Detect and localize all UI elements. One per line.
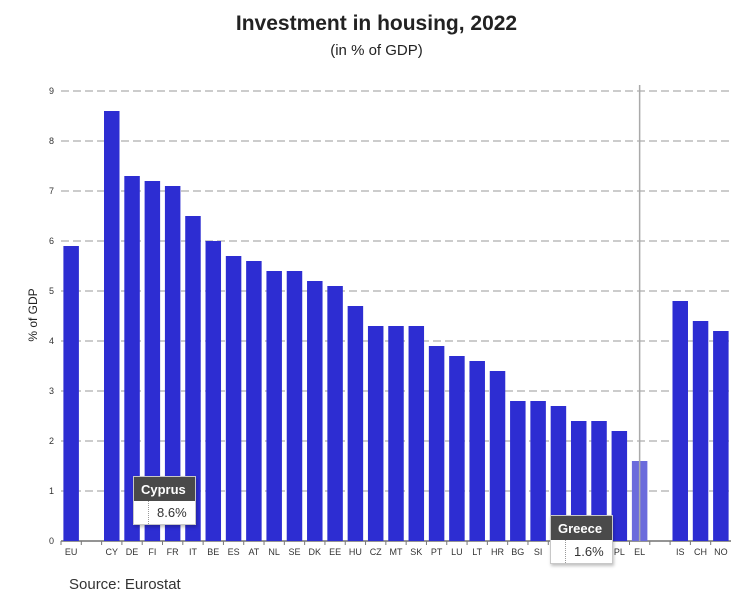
- bar-fi[interactable]: [144, 181, 161, 541]
- bar-eu[interactable]: [63, 246, 79, 541]
- x-tick-label: SI: [534, 547, 543, 557]
- x-tick-label: BG: [511, 547, 524, 557]
- x-tick-label: CY: [105, 547, 118, 557]
- bar-hu[interactable]: [347, 306, 364, 541]
- x-tick-label: ES: [228, 547, 240, 557]
- y-tick-label: 0: [49, 536, 54, 546]
- chart-title: Investment in housing, 2022: [235, 12, 518, 35]
- tooltip-country: Cyprus: [134, 477, 195, 501]
- bar-nl[interactable]: [266, 271, 282, 541]
- x-tick-label: EL: [634, 547, 645, 557]
- y-tick-label: 1: [49, 486, 54, 496]
- bar-cz[interactable]: [367, 326, 384, 541]
- tooltip-greece: Greece 1.6%: [550, 515, 613, 564]
- bar-pl[interactable]: [611, 431, 628, 541]
- x-tick-labels: EU CY DE FI FR IT BE ES AT NL SE DK EE HU CZ MT SK PT LU LT…: [60, 541, 728, 557]
- x-tick-label: IT: [189, 547, 198, 557]
- x-tick-label: DE: [126, 547, 139, 557]
- tooltip-value: 1.6%: [565, 540, 612, 563]
- x-tick-label: FR: [167, 547, 179, 557]
- y-tick-label: 2: [49, 436, 54, 446]
- y-tick-label: 7: [49, 186, 54, 196]
- x-tick-label: EE: [329, 547, 341, 557]
- bar-lu[interactable]: [449, 356, 465, 541]
- y-tick-label: 3: [49, 386, 54, 396]
- y-axis-label: % of GDP: [26, 288, 40, 341]
- chart-subtitle: (in % of GDP): [330, 42, 423, 59]
- bar[interactable]: [570, 421, 587, 541]
- bar-sk[interactable]: [408, 326, 425, 541]
- bar[interactable]: [550, 406, 567, 541]
- bar-it[interactable]: [185, 216, 201, 541]
- tooltip-value: 8.6%: [148, 501, 195, 524]
- x-tick-label: NO: [714, 547, 728, 557]
- tooltip-cyprus: Cyprus 8.6%: [133, 476, 196, 525]
- bar-mt[interactable]: [388, 326, 404, 541]
- bar-de[interactable]: [124, 176, 140, 541]
- bar-be[interactable]: [205, 241, 222, 541]
- bar-ch[interactable]: [692, 321, 709, 541]
- x-tick-label: AT: [248, 547, 259, 557]
- bar-ee[interactable]: [327, 286, 343, 541]
- y-tick-label: 4: [49, 336, 54, 346]
- x-tick-label: HU: [349, 547, 362, 557]
- x-tick-label: LU: [451, 547, 463, 557]
- bar[interactable]: [591, 421, 607, 541]
- bar-cy[interactable]: [104, 111, 120, 541]
- x-tick-label: BE: [207, 547, 219, 557]
- x-tick-label: IS: [676, 547, 685, 557]
- bar-pt[interactable]: [428, 346, 445, 541]
- y-tick-label: 9: [49, 86, 54, 96]
- bar-no[interactable]: [713, 331, 729, 541]
- y-tick-label: 6: [49, 236, 54, 246]
- bars-group: [63, 85, 729, 541]
- y-tick-label: 8: [49, 136, 54, 146]
- bar-at[interactable]: [246, 261, 262, 541]
- x-tick-label: CH: [694, 547, 707, 557]
- source-note: Source: Eurostat: [69, 576, 181, 593]
- bar-hr[interactable]: [489, 371, 506, 541]
- x-tick-label: HR: [491, 547, 504, 557]
- x-tick-label: EU: [65, 547, 78, 557]
- x-tick-label: MT: [390, 547, 403, 557]
- bar-bg[interactable]: [510, 401, 526, 541]
- y-tick-labels: 0 1 2 3 4 5 6 7 8 9: [49, 86, 54, 546]
- x-tick-label: DK: [309, 547, 322, 557]
- bar-fr[interactable]: [164, 186, 181, 541]
- bar-lt[interactable]: [469, 361, 485, 541]
- x-tick-label: SE: [288, 547, 300, 557]
- x-tick-label: LT: [472, 547, 482, 557]
- x-tick-label: PL: [614, 547, 625, 557]
- x-tick-label: SK: [410, 547, 422, 557]
- tooltip-country: Greece: [551, 516, 612, 540]
- x-tick-label: FI: [148, 547, 156, 557]
- x-tick-label: CZ: [370, 547, 382, 557]
- y-tick-label: 5: [49, 286, 54, 296]
- bar-si[interactable]: [530, 401, 546, 541]
- bar-es[interactable]: [225, 256, 242, 541]
- bar-se[interactable]: [286, 271, 303, 541]
- bar-is[interactable]: [672, 301, 688, 541]
- x-tick-label: PT: [431, 547, 443, 557]
- x-tick-label: NL: [268, 547, 280, 557]
- bar-dk[interactable]: [307, 281, 323, 541]
